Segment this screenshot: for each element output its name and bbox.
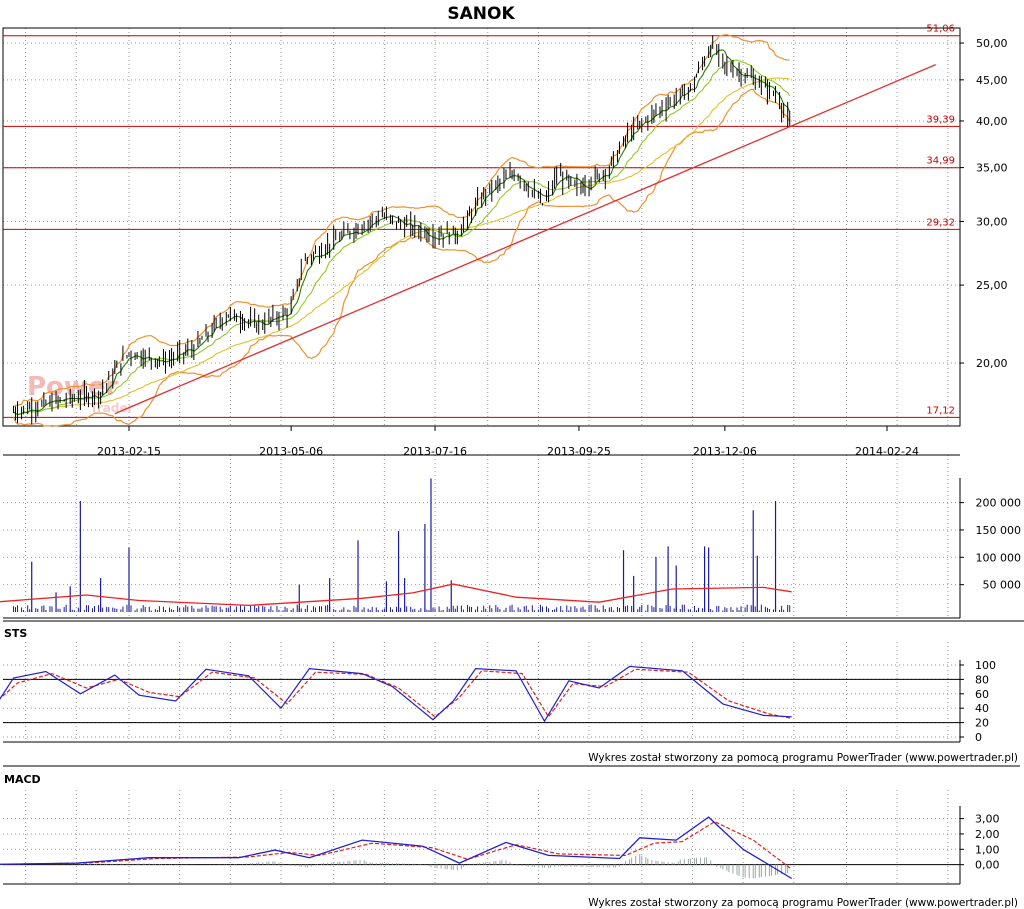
- watermark: Power: [27, 372, 119, 402]
- bollinger-lower: [12, 88, 791, 427]
- y-tick-label: 150 000: [976, 524, 1022, 537]
- y-tick-label: 80: [975, 673, 989, 686]
- macd-line: [0, 816, 793, 880]
- price-panel-frame: [2, 27, 961, 427]
- sts-credit: Wykres został stworzony za pomocą progra…: [588, 752, 1018, 764]
- y-tick-label: 0,00: [975, 859, 1000, 872]
- price-level-label: 51,06: [926, 24, 955, 35]
- y-tick-label: 3,00: [975, 813, 1000, 826]
- sts-signal-line: [0, 668, 792, 719]
- x-tick-label: 2014-02-24: [855, 445, 919, 458]
- y-tick-label: 30,00: [976, 215, 1008, 228]
- moving-average-long: [13, 77, 790, 416]
- y-tick-label: 60: [975, 688, 989, 701]
- price-level-label: 34,99: [926, 156, 955, 167]
- price-level-label: 39,39: [926, 114, 955, 125]
- y-tick-label: 100: [975, 659, 996, 672]
- y-tick-label: 50 000: [983, 579, 1022, 592]
- volume-average-line: [0, 583, 792, 607]
- y-tick-label: 20,00: [976, 357, 1008, 370]
- y-tick-label: 0: [975, 731, 982, 744]
- y-tick-label: 45,00: [976, 74, 1008, 87]
- sts-main-line: [0, 665, 792, 723]
- x-tick-label: 2013-02-15: [97, 445, 161, 458]
- macd-signal-line: [0, 821, 793, 870]
- y-tick-label: 200 000: [976, 497, 1022, 510]
- sts-panel-title: STS: [4, 627, 27, 640]
- moving-average-mid: [13, 59, 791, 416]
- x-tick-label: 2013-09-25: [547, 445, 611, 458]
- y-tick-label: 35,00: [976, 162, 1008, 175]
- moving-average-short: [13, 49, 791, 416]
- y-tick-label: 20: [975, 717, 989, 730]
- price-level-label: 29,32: [926, 217, 955, 228]
- macd-panel-title: MACD: [4, 773, 41, 786]
- x-tick-label: 2013-12-06: [693, 445, 757, 458]
- macd-credit: Wykres został stworzony za pomocą progra…: [588, 897, 1018, 909]
- y-tick-label: 40: [975, 702, 989, 715]
- bollinger-upper: [13, 34, 790, 408]
- x-tick-label: 2013-05-06: [259, 445, 323, 458]
- y-tick-label: 40,00: [976, 115, 1008, 128]
- y-tick-label: 100 000: [976, 551, 1022, 564]
- trendline: [114, 64, 936, 415]
- price-level-label: 17,12: [926, 405, 955, 416]
- chart-title: SANOK: [447, 4, 515, 24]
- x-tick-label: 2013-07-16: [403, 445, 467, 458]
- y-tick-label: 25,00: [976, 279, 1008, 292]
- watermark-sub: Trader: [90, 401, 134, 415]
- y-tick-label: 50,00: [976, 37, 1008, 50]
- y-tick-label: 2,00: [975, 828, 1000, 841]
- y-tick-label: 1,00: [975, 843, 1000, 856]
